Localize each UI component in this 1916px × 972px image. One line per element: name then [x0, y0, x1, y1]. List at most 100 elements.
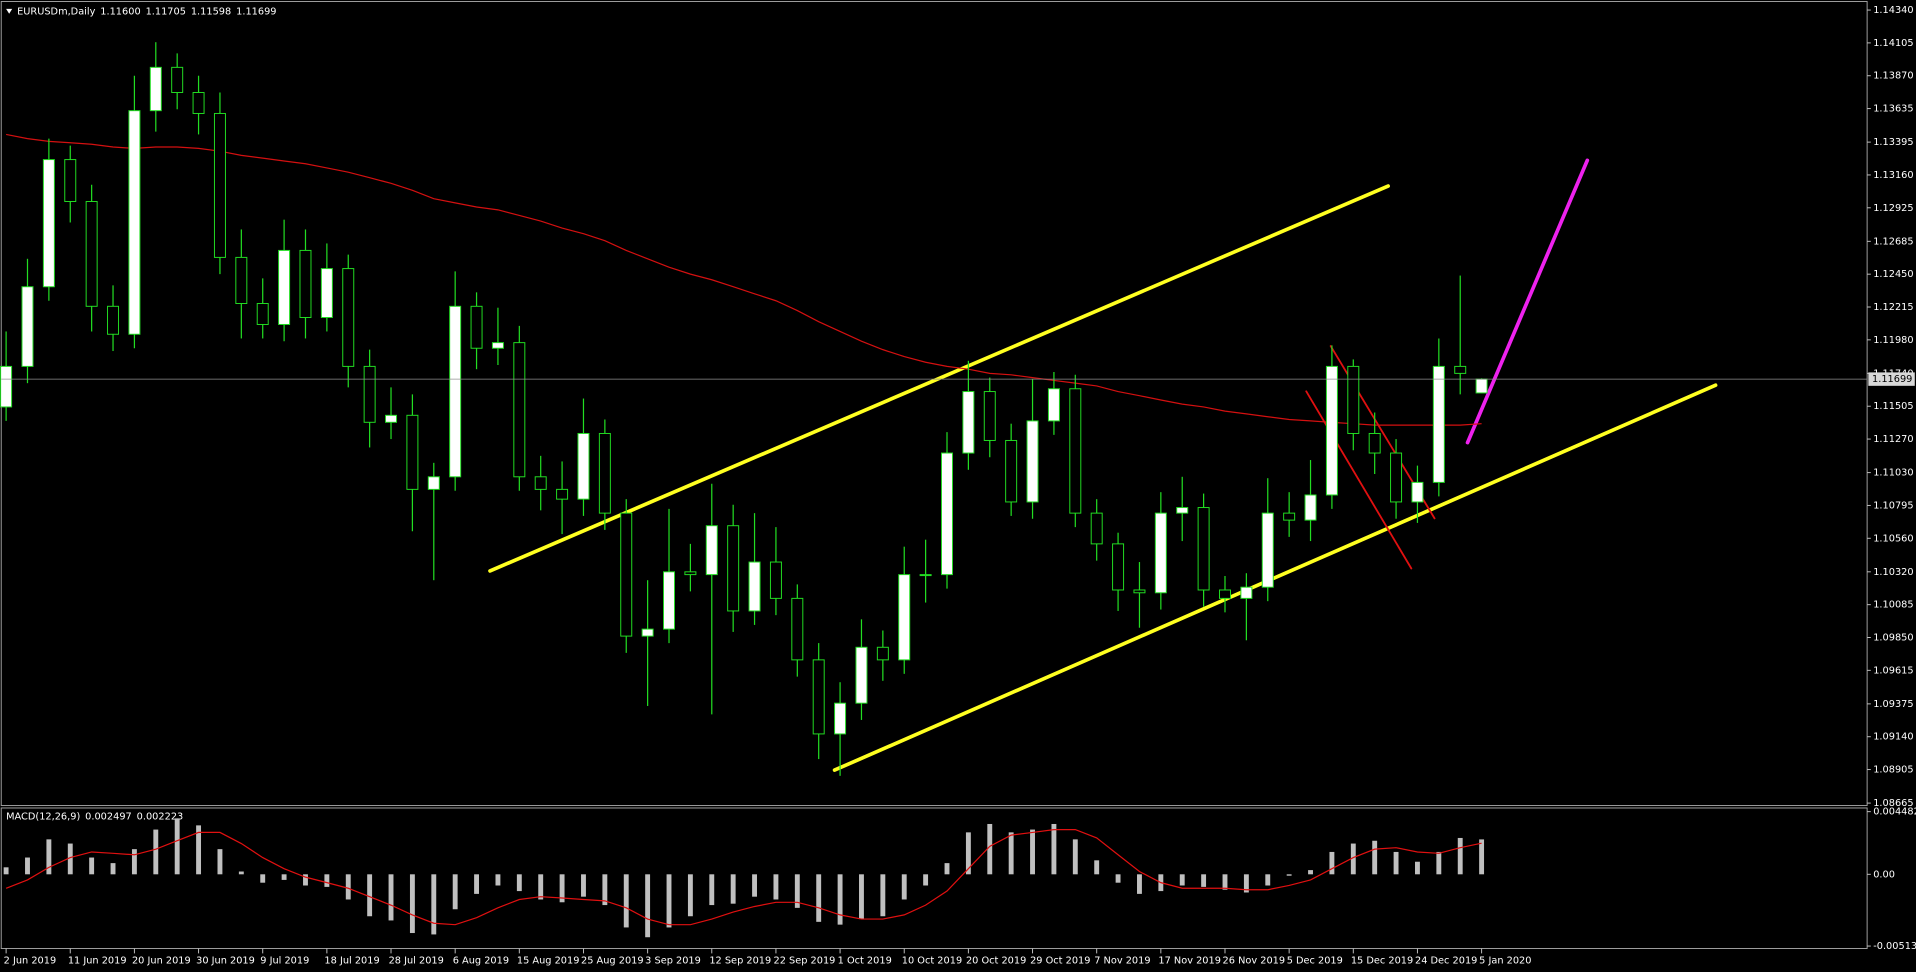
candle-body	[663, 571, 675, 630]
candle-body	[449, 305, 462, 478]
macd-bar	[516, 874, 522, 892]
candle-body	[748, 561, 761, 612]
macd-bar	[131, 849, 137, 875]
candle-body	[1411, 481, 1424, 503]
candle-body	[791, 597, 804, 661]
x-tick-label: 30 Jun 2019	[196, 956, 255, 967]
macd-bar	[538, 874, 544, 900]
candle	[1005, 423, 1018, 516]
moving-average	[5, 133, 1482, 426]
x-tick-label: 11 Jun 2019	[68, 956, 127, 967]
macd-bar	[773, 874, 779, 900]
macd-bar	[1329, 851, 1335, 875]
candle	[641, 580, 654, 706]
trend-line[interactable]	[488, 184, 1390, 573]
candle-body	[128, 110, 141, 335]
candle-body	[1454, 365, 1467, 374]
signal-line	[5, 828, 1482, 926]
candle	[1240, 573, 1253, 641]
candle-body	[470, 305, 483, 349]
candle-body	[1090, 512, 1103, 545]
y-tick-label: 1.12925	[1873, 203, 1913, 214]
x-tick-label: 12 Sep 2019	[709, 956, 771, 967]
candle	[534, 455, 547, 511]
macd-bar	[1222, 874, 1228, 890]
candle-body	[620, 512, 633, 637]
macd-bar	[1008, 832, 1014, 875]
candle-body	[1347, 365, 1360, 434]
y-tick-label: -0.005132	[1873, 941, 1916, 952]
y-tick-label: 1.08905	[1873, 765, 1913, 776]
candle-body	[1112, 543, 1125, 591]
candle	[855, 619, 868, 720]
macd-bar	[1094, 860, 1100, 875]
candle-body	[1154, 512, 1167, 594]
candle-body	[192, 92, 205, 114]
macd-bar	[901, 874, 907, 900]
candle-body	[513, 342, 526, 478]
y-tick-label: 1.10320	[1873, 567, 1913, 578]
channel-line[interactable]	[1305, 390, 1413, 570]
macd-bar	[217, 849, 223, 875]
y-tick-label: 1.13395	[1873, 137, 1913, 148]
candle	[342, 254, 355, 388]
candle	[320, 243, 333, 332]
candle	[42, 138, 55, 301]
x-tick-label: 5 Dec 2019	[1287, 956, 1343, 967]
menu-triangle[interactable]	[6, 8, 13, 14]
candle-body	[320, 268, 333, 318]
macd-bar	[923, 874, 929, 886]
candle-body	[385, 414, 398, 423]
candle-body	[727, 525, 740, 612]
candle-body	[85, 201, 98, 307]
macd-bar	[260, 874, 266, 883]
candle	[556, 461, 569, 535]
macd-bar	[1372, 840, 1378, 875]
candle-body	[1261, 512, 1274, 588]
candle-body	[962, 391, 975, 454]
candle-body	[641, 628, 654, 637]
macd-bar	[367, 874, 373, 917]
candle	[1047, 371, 1060, 435]
header-value: 0.002497	[85, 812, 132, 823]
candle-body	[855, 646, 868, 704]
macd-bar	[409, 874, 415, 934]
candle-body	[684, 571, 697, 576]
macd-bar	[3, 867, 9, 875]
macd-bar	[474, 874, 479, 894]
candle	[791, 584, 804, 677]
macd-bar	[431, 874, 437, 935]
candle	[919, 539, 932, 603]
trend-line[interactable]	[832, 383, 1718, 772]
y-tick-label: 1.09615	[1873, 665, 1913, 676]
header-value: 1.11600	[100, 6, 140, 17]
x-tick-label: 5 Jan 2020	[1479, 956, 1531, 967]
macd-bar	[196, 825, 202, 875]
y-tick-label: 1.09375	[1873, 699, 1913, 710]
macd-bar	[1051, 823, 1057, 875]
candle-body	[21, 286, 34, 367]
y-tick-label: 1.13635	[1873, 104, 1913, 115]
macd-bar	[1201, 874, 1207, 887]
trend-arrow[interactable]	[1465, 158, 1590, 445]
macd-bar	[794, 874, 800, 908]
candle-body	[406, 414, 419, 490]
candle-body	[769, 561, 782, 599]
candle	[406, 394, 419, 532]
macd-bar	[303, 874, 308, 886]
candle-body	[834, 702, 847, 735]
macd-header: MACD(12,26,9) 0.002497 0.002223	[6, 812, 183, 823]
x-tick-label: 15 Aug 2019	[517, 956, 580, 967]
candle-body	[256, 303, 269, 325]
candle	[449, 271, 462, 491]
macd-bar	[666, 874, 672, 928]
candle	[171, 53, 184, 110]
candle	[427, 462, 440, 581]
macd-bar	[46, 839, 52, 875]
macd-bar	[1115, 874, 1121, 883]
y-tick-label: 1.11270	[1873, 434, 1913, 445]
x-tick-label: 28 Jul 2019	[389, 956, 444, 967]
candle-body	[1304, 494, 1317, 521]
candle	[1454, 275, 1467, 395]
candle-body	[898, 574, 911, 661]
